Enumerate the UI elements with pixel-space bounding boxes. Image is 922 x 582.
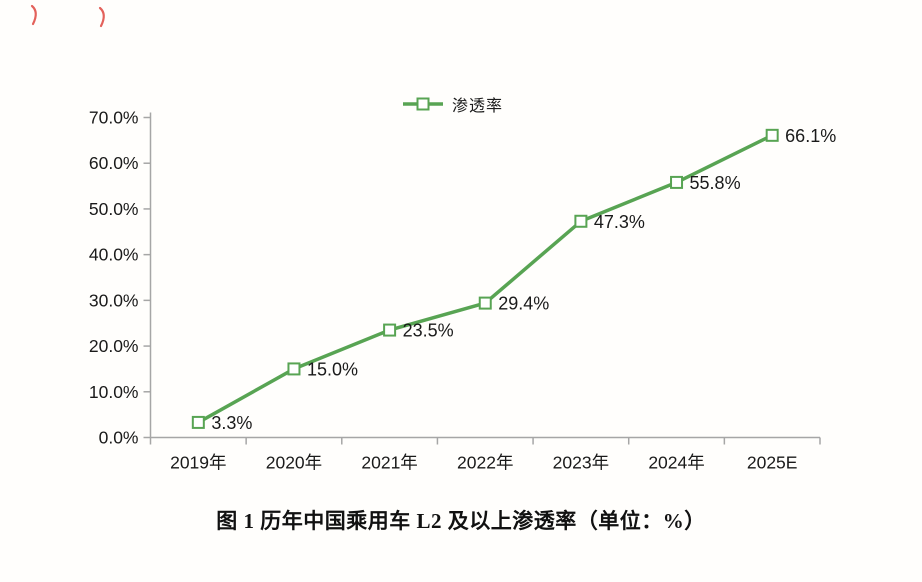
- data-point-label: 3.3%: [211, 413, 252, 433]
- y-tick-label: 60.0%: [89, 153, 139, 173]
- x-tick-label: 2020年: [266, 453, 322, 473]
- series-line: [196, 133, 774, 425]
- chart-legend: 渗透率: [402, 92, 503, 116]
- x-tick-label: 2019年: [170, 453, 226, 473]
- y-tick-label: 20.0%: [89, 336, 139, 356]
- x-tick-label: 2025E: [747, 453, 798, 473]
- y-tick-label: 40.0%: [89, 245, 139, 265]
- red-pen-mark-1: [30, 4, 37, 26]
- legend-line-marker-icon: [403, 97, 443, 111]
- y-tick-label: 30.0%: [89, 290, 139, 310]
- data-point-label: 29.4%: [498, 294, 549, 314]
- data-point-label: 47.3%: [594, 212, 645, 232]
- chart-caption: 图 1 历年中国乘用车 L2 及以上渗透率（单位：%）: [216, 509, 706, 533]
- data-point-marker: [287, 362, 301, 376]
- red-pen-mark-2: [98, 6, 105, 28]
- data-point-label: 66.1%: [785, 126, 836, 146]
- legend-series-label: 渗透率: [452, 98, 504, 115]
- y-tick-label: 50.0%: [89, 199, 139, 219]
- data-point-marker: [765, 128, 779, 142]
- x-tick-label: 2024年: [648, 453, 704, 473]
- data-point-label: 15.0%: [307, 359, 358, 379]
- x-tick-label: 2023年: [553, 453, 609, 473]
- data-point-marker: [478, 296, 492, 310]
- data-point-marker: [383, 323, 397, 337]
- x-tick-label: 2022年: [457, 453, 513, 473]
- y-tick-label: 0.0%: [99, 428, 139, 448]
- data-point-marker: [191, 415, 205, 429]
- data-point-label: 23.5%: [403, 321, 454, 341]
- y-tick-label: 10.0%: [89, 382, 139, 402]
- data-point-marker: [574, 214, 588, 228]
- x-tick-label: 2021年: [361, 453, 417, 473]
- data-point-label: 55.8%: [690, 173, 741, 193]
- data-point-marker: [670, 175, 684, 189]
- y-tick-label: 70.0%: [89, 108, 139, 128]
- red-pen-marks: [30, 4, 105, 28]
